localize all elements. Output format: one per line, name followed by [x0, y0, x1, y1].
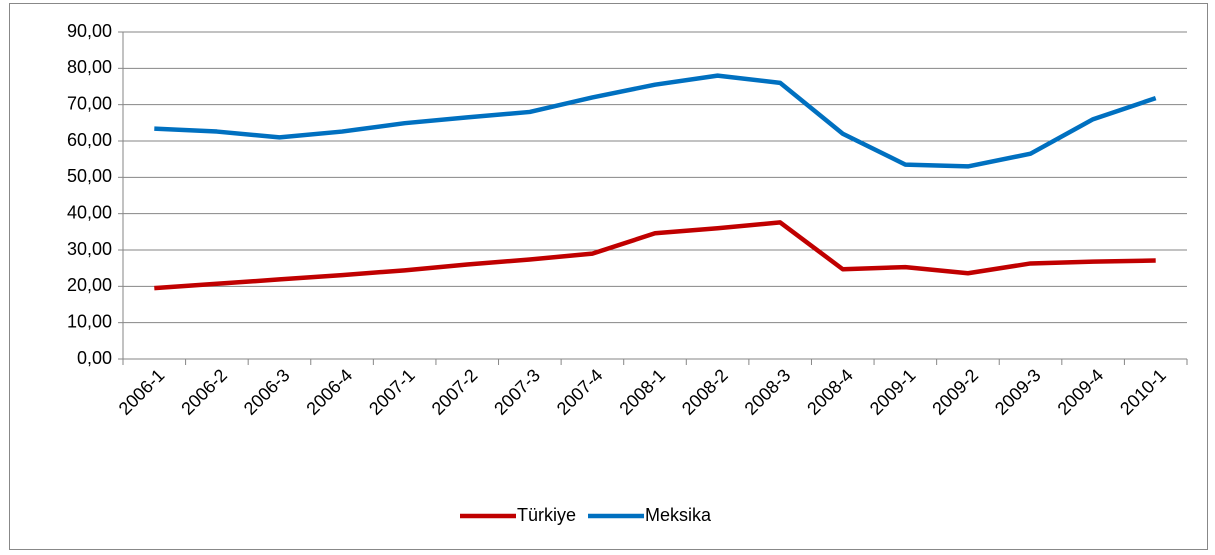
- y-tick-label: 60,00: [67, 130, 112, 150]
- y-tick-label: 70,00: [67, 93, 112, 113]
- y-tick-label: 10,00: [67, 311, 112, 331]
- series-line: [154, 220, 1156, 291]
- legend-label: Meksika: [645, 505, 712, 525]
- y-tick-label: 20,00: [67, 275, 112, 295]
- y-tick-label: 30,00: [67, 239, 112, 259]
- y-tick-label: 40,00: [67, 202, 112, 222]
- y-tick-label: 80,00: [67, 57, 112, 77]
- legend-label: Türkiye: [517, 505, 576, 525]
- chart-border: [9, 3, 1208, 550]
- series-line: [154, 73, 1157, 169]
- y-tick-label: 0,00: [77, 348, 112, 368]
- y-tick-label: 50,00: [67, 166, 112, 186]
- y-tick-label: 90,00: [67, 21, 112, 41]
